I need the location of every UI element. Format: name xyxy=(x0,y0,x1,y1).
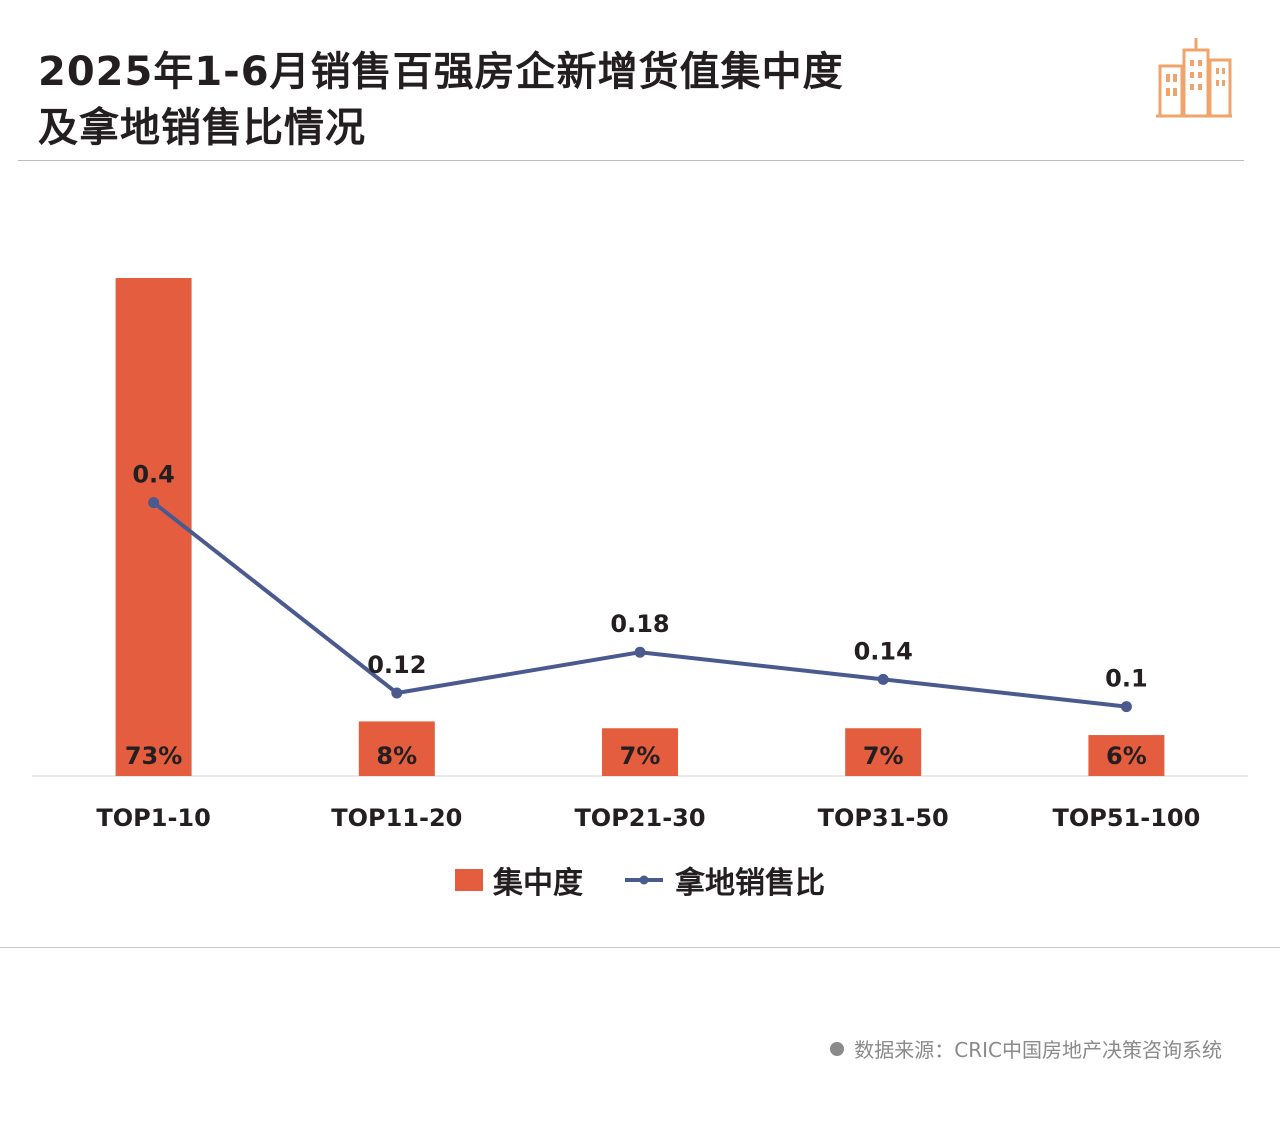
source-note: 数据来源：CRIC中国房地产决策咨询系统 xyxy=(830,1034,1222,1063)
title-line-1: 2025年1-6月销售百强房企新增货值集中度 xyxy=(38,49,844,95)
bar-TOP21-30 xyxy=(602,728,678,776)
line-series-path xyxy=(152,501,1127,709)
line-point xyxy=(148,497,160,509)
x-tick-label: TOP51-100 xyxy=(1052,804,1200,832)
line-label: 0.4 xyxy=(132,461,175,489)
x-tick-label: TOP31-50 xyxy=(818,804,949,832)
x-tick-label: TOP1-10 xyxy=(96,804,210,832)
line-label: 0.14 xyxy=(854,637,913,665)
bar-TOP1-10 xyxy=(115,278,192,776)
bar-label: 7% xyxy=(863,742,904,770)
chart-canvas: 73% 8% 7% 7% 6% 0.4 0.12 0.18 0.14 0.1 TOP1-10 TOP1… xyxy=(32,278,1248,832)
line-point xyxy=(391,687,403,699)
legend-item-bar: 集中度 xyxy=(455,858,583,902)
bar-TOP11-20 xyxy=(358,721,435,776)
legend-line-swatch xyxy=(625,875,663,885)
bar-label: 8% xyxy=(376,742,417,770)
line-label: 0.12 xyxy=(367,651,426,679)
line-point xyxy=(1120,701,1132,713)
x-tick-label: TOP21-30 xyxy=(574,804,705,832)
legend-item-line: 拿地销售比 xyxy=(623,858,825,902)
line-point xyxy=(877,673,889,685)
legend-bar-label: 集中度 xyxy=(493,866,583,901)
city-buildings-icon xyxy=(1156,38,1232,118)
bar-label: 7% xyxy=(620,742,661,770)
x-tick-label: TOP11-20 xyxy=(331,804,462,832)
legend-bar-swatch xyxy=(455,869,483,891)
line-label: 0.18 xyxy=(610,610,669,638)
legend-line-label: 拿地销售比 xyxy=(675,866,825,901)
source-text: 数据来源：CRIC中国房地产决策咨询系统 xyxy=(854,1038,1222,1062)
line-point xyxy=(634,646,646,658)
title-line-2: 及拿地销售比情况 xyxy=(38,105,366,151)
bullet-icon xyxy=(830,1041,845,1056)
bar-TOP51-100 xyxy=(1088,735,1165,776)
title-divider xyxy=(18,160,1244,161)
line-label: 0.1 xyxy=(1105,665,1148,693)
legend: 集中度 拿地销售比 xyxy=(0,858,1280,902)
footer-divider xyxy=(0,947,1280,948)
bar-TOP31-50 xyxy=(845,728,922,776)
bar-label: 6% xyxy=(1106,742,1147,770)
chart-title: 2025年1-6月销售百强房企新增货值集中度 及拿地销售比情况 xyxy=(38,44,844,156)
bar-label: 73% xyxy=(125,742,182,770)
